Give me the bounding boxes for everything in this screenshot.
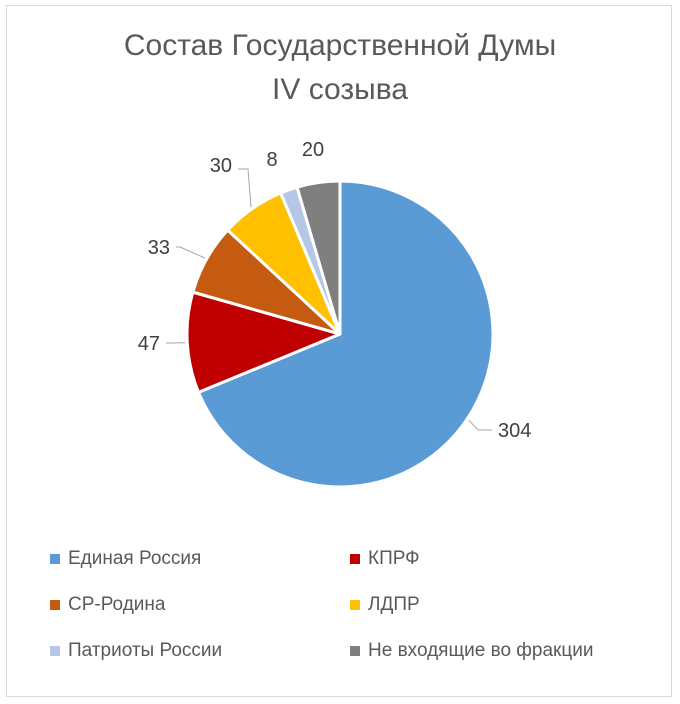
legend-item-ne-vhodyashchie: Не входящие во фракции bbox=[350, 640, 593, 662]
label-leader-lines bbox=[166, 168, 492, 431]
leader-line-0 bbox=[468, 419, 492, 431]
legend-label: СР-Родина bbox=[68, 594, 166, 615]
legend-item-kprf: КПРФ bbox=[350, 548, 420, 570]
legend-item-patrioty-rossii: Патриоты России bbox=[50, 640, 222, 662]
legend-label: Патриоты России bbox=[68, 640, 223, 661]
chart-title: Состав Государственной Думы IV созыва bbox=[0, 24, 680, 112]
legend-swatch bbox=[350, 646, 360, 656]
legend-swatch bbox=[50, 554, 60, 564]
data-label-1: 47 bbox=[138, 333, 160, 355]
data-labels: 304 47 33 30 8 20 bbox=[138, 139, 532, 442]
legend-swatch bbox=[50, 646, 60, 656]
legend-label: Единая Россия bbox=[68, 548, 202, 569]
data-label-5: 20 bbox=[302, 139, 324, 161]
leader-line-3 bbox=[238, 168, 252, 208]
legend-label: Не входящие во фракции bbox=[368, 640, 594, 661]
data-label-3: 30 bbox=[210, 155, 232, 177]
legend-swatch bbox=[350, 554, 360, 564]
chart-title-line-1: Состав Государственной Думы bbox=[123, 29, 557, 62]
legend-swatch bbox=[350, 600, 360, 610]
pie-slice-0 bbox=[197, 179, 495, 489]
legend-swatch bbox=[50, 600, 60, 610]
data-label-2: 33 bbox=[148, 237, 170, 259]
pie-slice-1 bbox=[185, 290, 342, 394]
pie-slices bbox=[185, 179, 495, 489]
pie-slice-5 bbox=[295, 179, 342, 336]
data-label-4: 8 bbox=[266, 149, 277, 171]
chart-title-line-2: IV созыва bbox=[272, 73, 408, 106]
data-label-0: 304 bbox=[498, 420, 531, 442]
leader-line-2 bbox=[176, 246, 206, 259]
legend-item-edinaya-rossiya: Единая Россия bbox=[50, 548, 201, 570]
pie-chart: 304 47 33 30 8 20 bbox=[138, 139, 532, 489]
legend-label: ЛДПР bbox=[368, 594, 420, 615]
legend-label: КПРФ bbox=[368, 548, 420, 569]
legend-item-ldpr: ЛДПР bbox=[350, 594, 420, 616]
legend-item-sr-rodina: СР-Родина bbox=[50, 594, 165, 616]
